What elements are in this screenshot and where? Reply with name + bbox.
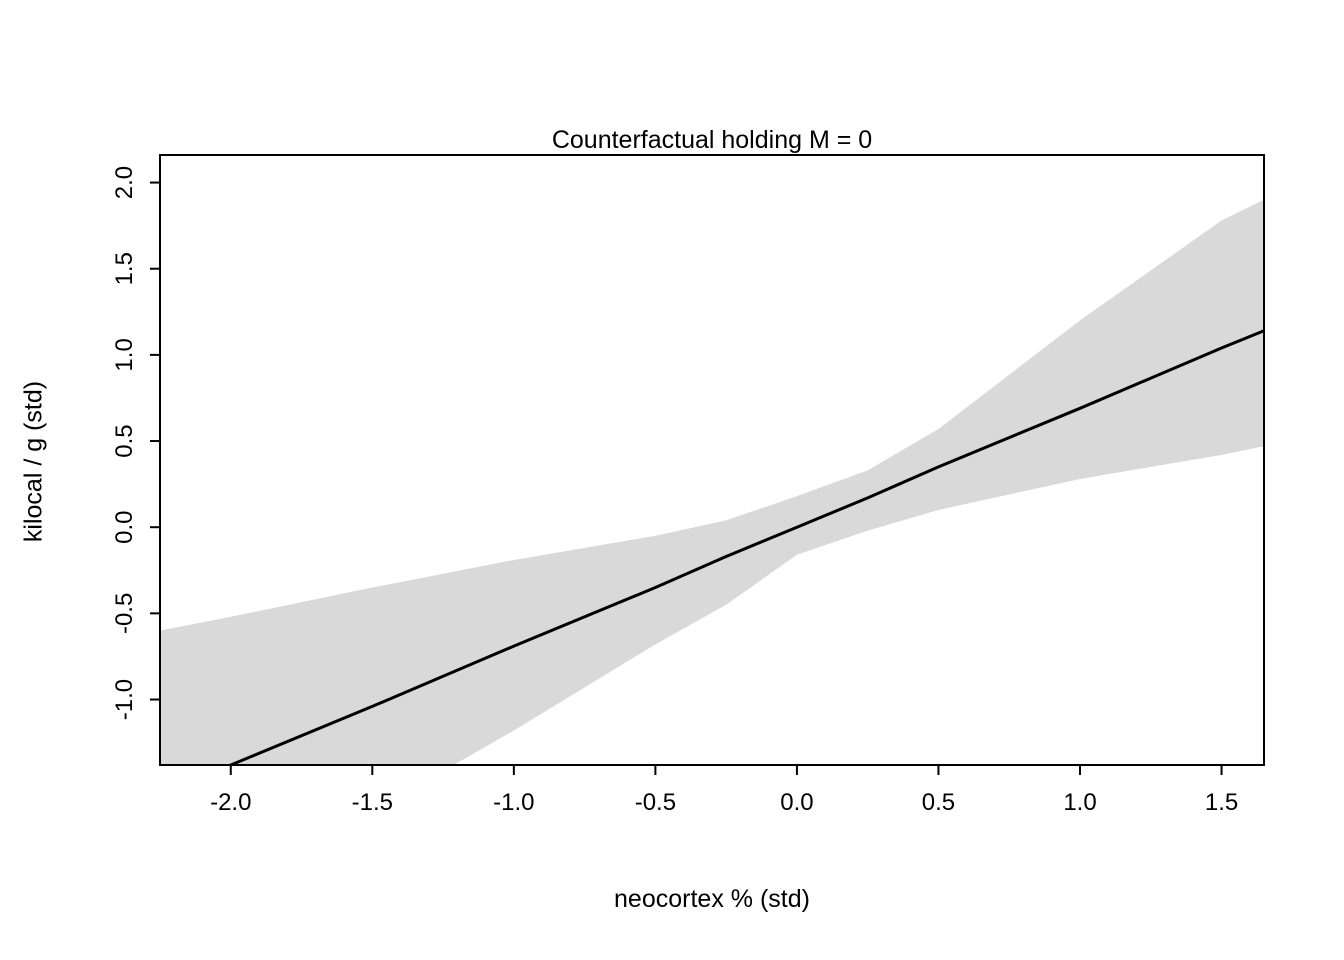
y-tick-label: 1.0 — [111, 338, 138, 371]
y-tick-label: -0.5 — [111, 593, 138, 634]
y-tick-label: 1.5 — [111, 252, 138, 285]
x-tick-label: -0.5 — [635, 789, 676, 816]
y-tick-label: 2.0 — [111, 166, 138, 199]
x-tick-label: 0.0 — [780, 789, 813, 816]
x-tick-label: 0.5 — [922, 789, 955, 816]
confidence-band — [160, 199, 1264, 765]
x-tick-label: -2.0 — [210, 789, 251, 816]
chart-title: Counterfactual holding M = 0 — [551, 126, 873, 154]
y-tick-label: 0.0 — [111, 511, 138, 544]
x-tick-label: 1.0 — [1063, 789, 1096, 816]
mean-line — [226, 329, 1264, 765]
x-axis-label: neocortex % (std) — [614, 885, 810, 913]
y-axis-label: kilocal / g (std) — [19, 380, 48, 543]
x-tick-label: -1.0 — [493, 789, 534, 816]
y-tick-label: -1.0 — [111, 679, 138, 720]
y-tick-label: 0.5 — [111, 424, 138, 457]
plot-frame — [159, 154, 1265, 766]
x-tick-label: -1.5 — [352, 789, 393, 816]
x-tick-label: 1.5 — [1205, 789, 1238, 816]
